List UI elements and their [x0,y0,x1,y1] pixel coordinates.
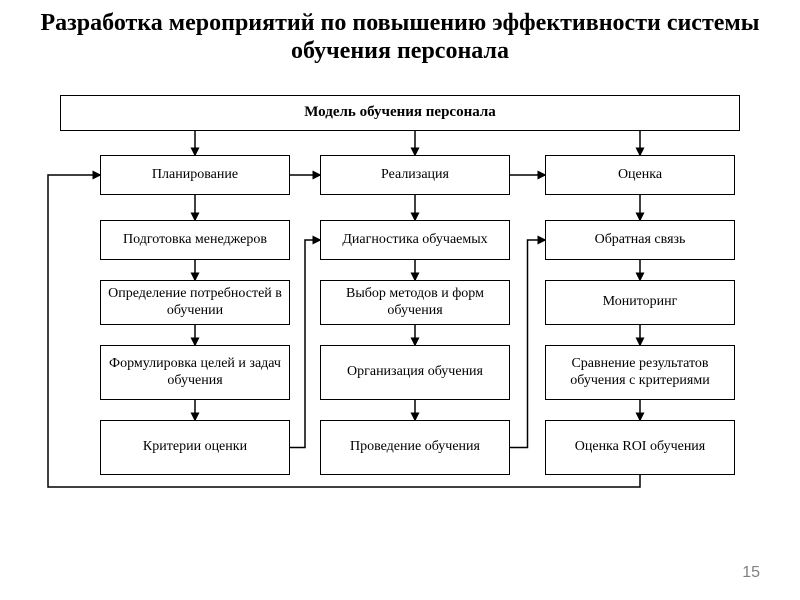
node-comparison: Сравнение результатов обучения с критери… [545,345,735,400]
node-organization: Организация обучения [320,345,510,400]
node-model-header: Модель обучения персонала [60,95,740,131]
node-prep-managers: Подготовка менеджеров [100,220,290,260]
training-model-diagram: Модель обучения персонала Планирование Под… [40,95,760,525]
node-conducting: Проведение обучения [320,420,510,475]
node-diagnostics: Диагностика обучаемых [320,220,510,260]
node-methods: Выбор методов и форм обучения [320,280,510,325]
node-criteria: Критерии оценки [100,420,290,475]
node-planning: Планирование [100,155,290,195]
node-roi: Оценка ROI обучения [545,420,735,475]
node-evaluation: Оценка [545,155,735,195]
node-implementation: Реализация [320,155,510,195]
page-number: 15 [742,564,760,582]
slide-title: Разработка мероприятий по повышению эффе… [0,10,800,65]
node-needs: Определение потребностей в обучении [100,280,290,325]
node-monitoring: Мониторинг [545,280,735,325]
node-feedback: Обратная связь [545,220,735,260]
node-goals: Формулировка целей и задач обучения [100,345,290,400]
